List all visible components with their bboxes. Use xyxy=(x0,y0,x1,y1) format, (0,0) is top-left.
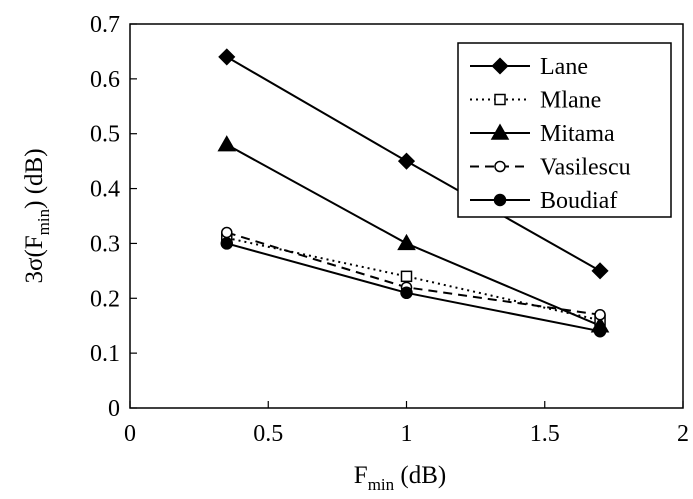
legend-marker-vasilescu xyxy=(494,160,506,173)
data-point-mitama xyxy=(217,135,237,152)
y-tick-label: 0.4 xyxy=(90,177,120,203)
legend-label: Lane xyxy=(540,54,588,80)
x-tick-label: 2 xyxy=(677,421,689,447)
y-tick-label: 0.5 xyxy=(90,122,120,148)
y-tick-label: 0.2 xyxy=(90,286,120,312)
data-point-lane xyxy=(591,262,609,280)
legend-marker-lane xyxy=(491,57,509,75)
legend-label: Mlane xyxy=(540,88,601,114)
data-point-mitama xyxy=(397,233,416,251)
x-tick-label: 1.5 xyxy=(530,421,560,447)
legend-label: Boudiaf xyxy=(540,188,617,214)
legend-marker-mitama xyxy=(490,123,510,140)
x-tick-label: 0.5 xyxy=(253,421,283,447)
data-point-vasilescu xyxy=(221,226,233,239)
y-tick-label: 0.6 xyxy=(90,67,120,93)
legend-label: Vasilescu xyxy=(540,155,631,181)
data-point-boudiaf xyxy=(593,324,607,338)
y-tick-label: 0 xyxy=(108,396,120,422)
y-tick-label: 0.3 xyxy=(90,231,120,257)
legend: Lane Mlane Mitama Vasilescu Boudiaf xyxy=(457,42,672,218)
x-axis-title: Fmin (dB) xyxy=(354,462,446,494)
data-point-lane xyxy=(218,48,236,66)
legend-marker-boudiaf xyxy=(493,193,507,207)
data-point-boudiaf xyxy=(400,286,413,300)
y-tick-label: 0.7 xyxy=(90,12,120,38)
data-point-vasilescu xyxy=(594,308,606,321)
x-tick-label: 1 xyxy=(401,421,413,447)
x-tick-label: 0 xyxy=(124,421,136,447)
data-point-lane xyxy=(397,152,416,170)
y-axis-title: 3σ(Fmin) (dB) xyxy=(21,148,53,283)
y-tick-label: 0.1 xyxy=(90,341,120,367)
data-point-boudiaf xyxy=(220,237,234,250)
legend-marker-mlane xyxy=(494,93,506,106)
legend-box xyxy=(457,42,672,218)
legend-label: Mitama xyxy=(540,121,615,147)
data-point-mlane xyxy=(400,270,413,283)
